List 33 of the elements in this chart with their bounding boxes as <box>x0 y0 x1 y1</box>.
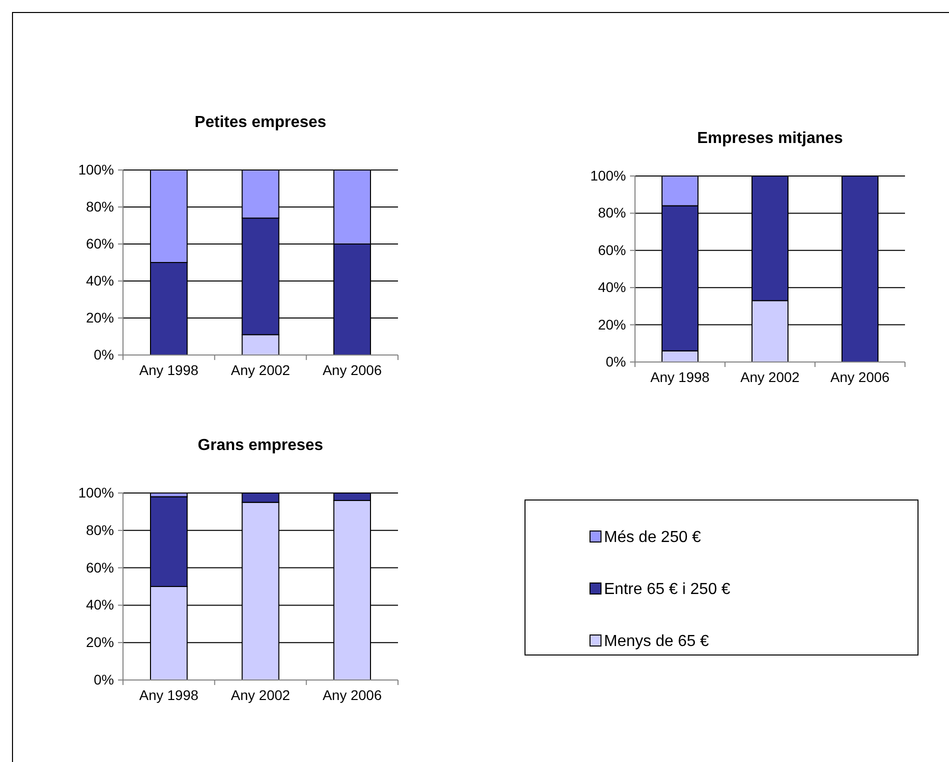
x-tick-label: Any 2006 <box>322 362 382 378</box>
legend-label: Més de 250 € <box>604 529 702 546</box>
x-tick-label: Any 1998 <box>650 368 710 385</box>
y-tick-label: 0% <box>94 671 114 688</box>
y-tick-label: 40% <box>86 272 114 288</box>
y-tick-label: 60% <box>598 242 626 258</box>
legend-label: Entre 65 € i 250 € <box>604 581 730 598</box>
chart-title: Empreses mitjanes <box>697 130 844 147</box>
x-tick-label: Any 2002 <box>230 362 290 378</box>
y-tick-label: 80% <box>598 204 626 221</box>
y-tick-label: 0% <box>94 346 114 362</box>
y-tick-label: 100% <box>590 167 626 184</box>
legend-label: Menys de 65 € <box>604 633 710 650</box>
x-tick-label: Any 2006 <box>322 686 382 703</box>
y-tick-label: 100% <box>78 484 114 500</box>
y-tick-label: 100% <box>78 161 114 178</box>
y-tick-label: 80% <box>86 198 114 214</box>
y-tick-label: 0% <box>606 353 626 370</box>
chart-title: Grans empreses <box>198 437 324 454</box>
y-tick-label: 20% <box>598 316 626 332</box>
y-tick-label: 60% <box>86 235 114 252</box>
y-tick-label: 40% <box>598 279 626 296</box>
x-tick-label: Any 2002 <box>740 368 800 385</box>
y-tick-label: 20% <box>86 634 114 650</box>
chart-title: Petites empreses <box>194 114 326 131</box>
y-tick-label: 40% <box>86 596 114 613</box>
x-tick-label: Any 2002 <box>230 686 290 703</box>
y-tick-label: 20% <box>86 309 114 326</box>
y-tick-label: 80% <box>86 522 114 538</box>
y-tick-label: 60% <box>86 559 114 576</box>
x-tick-label: Any 1998 <box>139 362 199 378</box>
x-tick-label: Any 2006 <box>830 368 890 385</box>
x-tick-label: Any 1998 <box>139 686 199 703</box>
